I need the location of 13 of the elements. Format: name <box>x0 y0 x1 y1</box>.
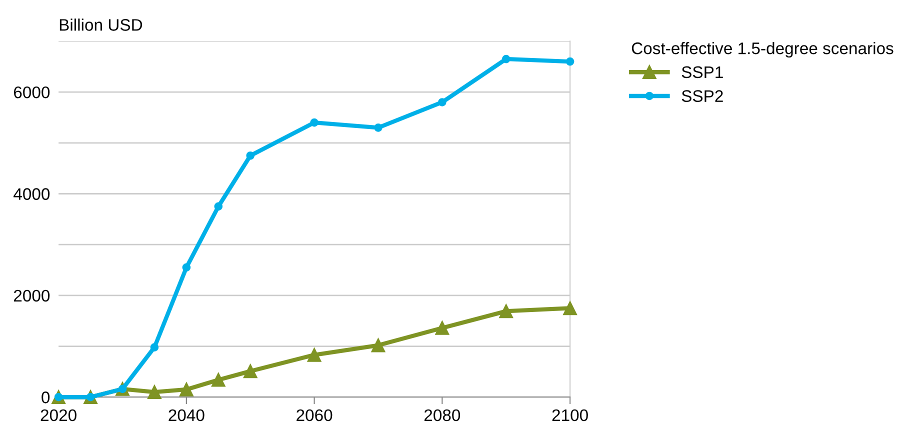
legend-label: SSP1 <box>682 66 723 78</box>
x-tick-label: 2020 <box>40 409 76 422</box>
x-tick-label: 2100 <box>552 409 588 422</box>
legend-label: SSP2 <box>682 90 723 102</box>
y-tick-label: 4000 <box>14 188 50 200</box>
legend-title: Cost-effective 1.5-degree scenarios <box>632 42 894 58</box>
y-tick-label: 6000 <box>14 86 50 98</box>
y-tick-label: 2000 <box>14 290 50 302</box>
x-tick-label: 2080 <box>424 409 460 422</box>
x-tick-label: 2040 <box>168 409 204 422</box>
y-tick-label: 0 <box>42 392 50 404</box>
y-axis-title: Billion USD <box>60 18 142 31</box>
x-tick-label: 2060 <box>296 409 332 422</box>
